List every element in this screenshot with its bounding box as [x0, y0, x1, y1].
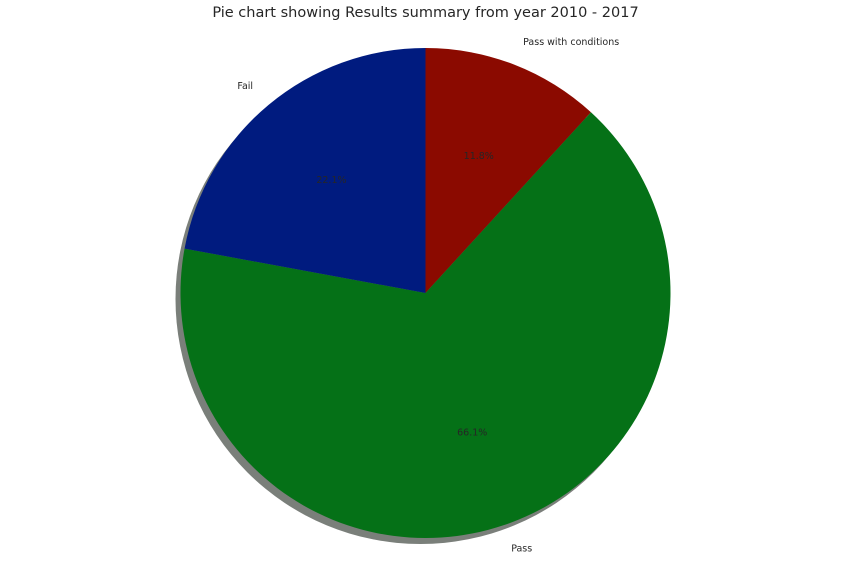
pie-slice-pass-with-conditions: [425, 48, 591, 293]
pie-labels: Pass with conditions 11.8% Pass 66.1% Fail 22…: [237, 37, 619, 555]
slice-label-pass-with-conditions: Pass with conditions: [523, 37, 619, 48]
slice-pct-fail: 22.1%: [316, 175, 346, 186]
slice-pct-pass: 66.1%: [457, 427, 487, 438]
pie-slice-pass: [180, 112, 671, 538]
chart-title: Pie chart showing Results summary from y…: [212, 5, 639, 21]
pie-slice-fail: [184, 48, 426, 293]
slice-pct-pass-with-conditions: 11.8%: [464, 151, 494, 162]
slice-label-pass: Pass: [511, 544, 532, 555]
pie-slices: [180, 48, 671, 538]
slice-label-fail: Fail: [237, 81, 253, 92]
